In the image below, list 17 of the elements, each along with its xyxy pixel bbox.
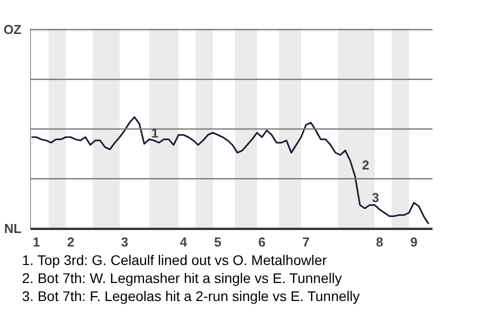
x-tick-label: 4: [180, 234, 188, 250]
annotation: 1: [151, 125, 158, 140]
text: 3. Bot 7th: F. Legeolas hit a 2-run single vs E. Tunnelly: [22, 287, 360, 306]
x-tick-label: 8: [376, 234, 384, 250]
ref-line-label: OZ: [3, 22, 22, 38]
x-tick-label: 6: [258, 234, 266, 250]
annotation: 3: [372, 190, 380, 205]
ref-line-label: NL: [4, 220, 22, 236]
x-tick-label: 5: [214, 234, 222, 250]
x-tick-label: 9: [410, 234, 418, 250]
x-tick-label: 3: [121, 234, 128, 250]
text: 1. Top 3rd: G. Celaulf lined out vs O. Metalhowler: [22, 251, 327, 270]
x-tick-label: 2: [67, 234, 74, 250]
annotation: 2: [362, 158, 370, 173]
x-tick-label: 1: [32, 234, 40, 250]
text: 2. Bot 7th: W. Legmasher hit a single vs E. Tunnelly: [22, 269, 342, 288]
x-tick-label: 7: [302, 234, 310, 250]
